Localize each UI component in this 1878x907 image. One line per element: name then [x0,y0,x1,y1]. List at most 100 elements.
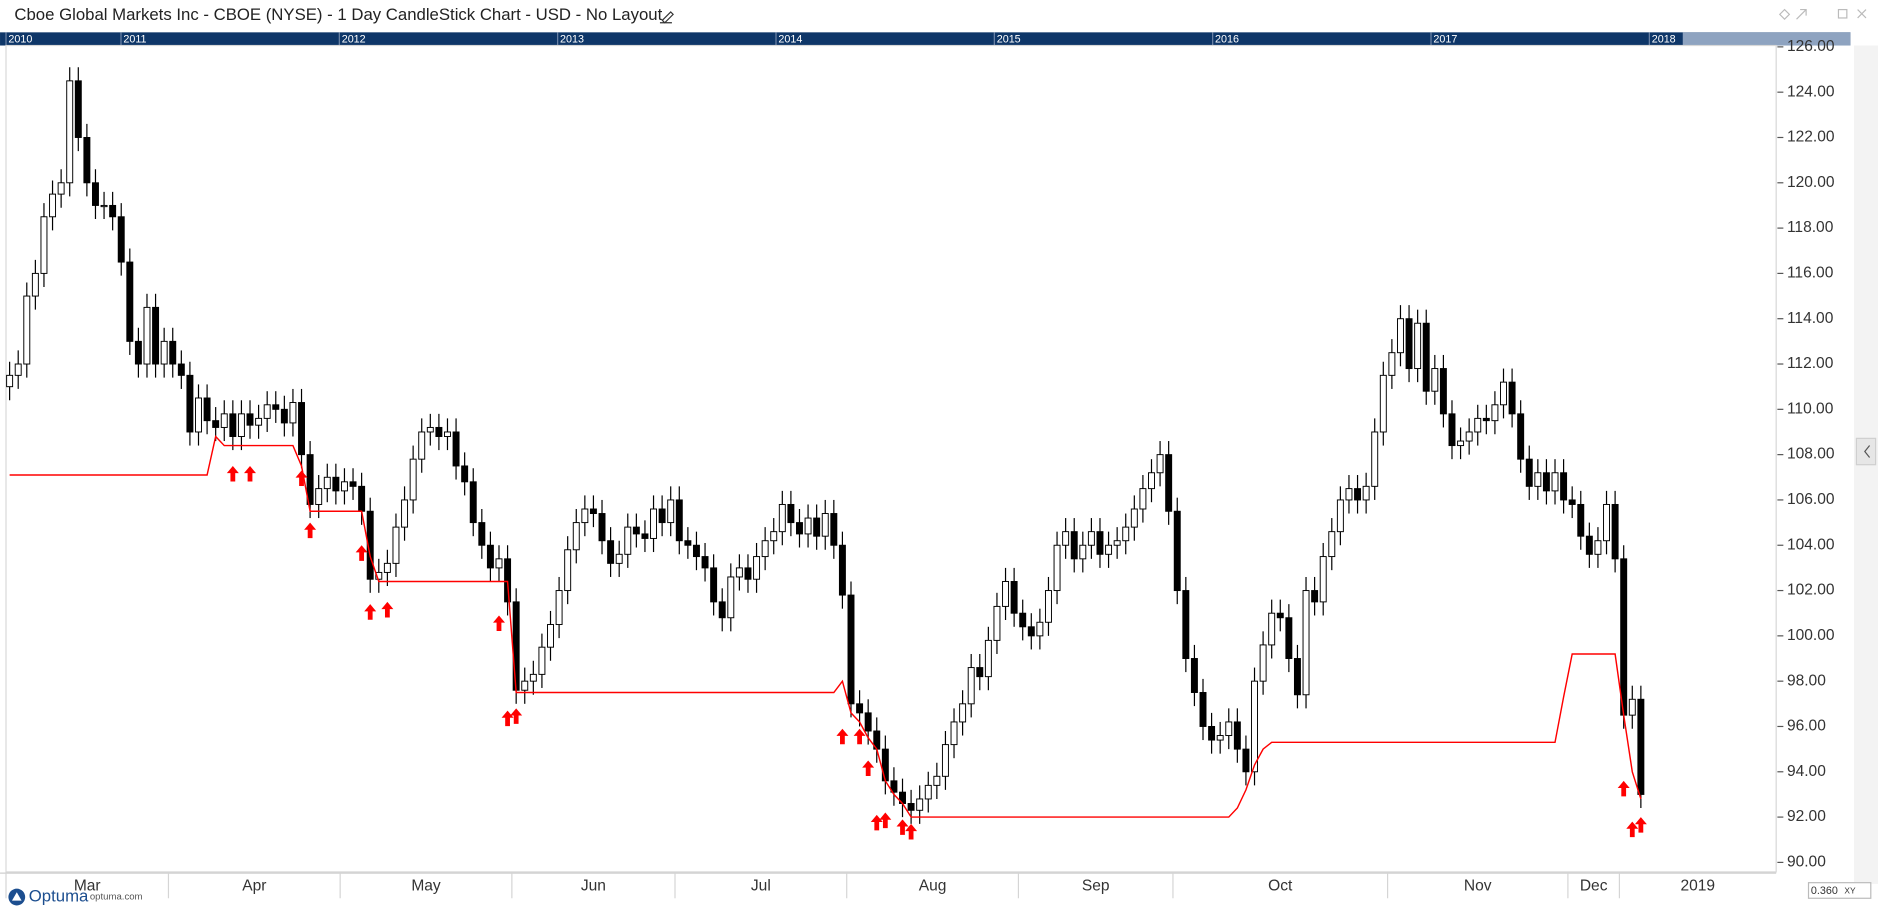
candle-body [31,272,39,297]
zoom-mode[interactable]: XY [1844,885,1856,895]
candle-body [426,426,434,433]
signal-arrow [905,823,918,840]
y-tick-label: 124.00 [1787,83,1835,100]
candle-body [1242,748,1250,773]
candle-body [1585,535,1593,555]
y-tick-label: 90.00 [1787,854,1826,871]
zoom-box[interactable] [1807,882,1872,899]
candle-body [109,204,117,218]
pin-icon[interactable] [1778,8,1791,21]
candle-body [521,680,529,691]
candle-body [1259,644,1267,682]
candle-body [538,646,546,675]
candle-body [753,556,761,580]
candle-body [186,374,194,433]
overview-window[interactable] [1682,32,1851,46]
candle-body [1285,617,1293,659]
candle-body [718,601,726,619]
candle-body [1044,590,1052,623]
candle-body [1620,558,1628,716]
x-tick-label: Jun [581,877,606,894]
candle-body [1362,485,1370,501]
overview-bar[interactable]: 2010201120122013201420152016201720182019 [0,32,1878,46]
detach-icon[interactable] [1796,8,1807,20]
plot [6,67,1647,840]
candle-body [744,567,752,580]
candle-body [143,306,151,365]
candle-body [710,567,718,603]
candle-body [1122,526,1130,542]
candle-body [735,567,743,578]
signal-arrow [364,604,377,620]
candle-body [160,340,168,365]
candle-body [1070,531,1078,560]
close-icon[interactable] [1857,9,1867,19]
candle-body [1474,417,1482,433]
candle-body [1216,735,1224,741]
candle-body [383,562,391,573]
candle-body [830,513,838,546]
candle-body [1199,692,1207,727]
candle-body [1345,488,1353,501]
candle-body [1551,472,1559,492]
y-tick-label: 114.00 [1787,310,1834,327]
candle-body [74,80,82,138]
candle-body [778,503,786,533]
candle-body [821,513,829,537]
candle-body [761,540,769,558]
signal-arrow [862,760,875,777]
signal-arrow [853,728,866,745]
side-panel-toggle[interactable] [1855,437,1877,466]
candle-body [881,748,889,782]
candle-body [1311,590,1319,603]
x-tick-label: Nov [1464,877,1492,894]
candle-body [1010,581,1018,614]
overview-year: 2012 [342,33,366,45]
candle-body [692,544,700,558]
signal-arrow [244,465,256,482]
y-tick-label: 118.00 [1787,219,1834,236]
candle-body [804,517,812,535]
candle-body [315,488,323,505]
candle-body [1328,531,1336,558]
candle-body [529,673,537,682]
signal-arrow [493,615,505,632]
edit-icon[interactable] [659,11,674,24]
x-axis: Mar Apr May Jun Jul Aug Sep Oct Nov Dec 2019 [5,873,1715,899]
y-axis: 90.00 92.00 94.00 96.00 98.00 100.00 102.00 104… [1777,38,1835,871]
candle-body [813,517,821,537]
x-tick-label: Oct [1268,877,1293,894]
x-tick-label: Sep [1082,877,1110,894]
y-tick-label: 120.00 [1787,174,1835,191]
candle-body [280,408,288,424]
window-icons [1778,8,1867,21]
restore-icon[interactable] [1837,8,1848,19]
y-tick-label: 112.00 [1787,355,1834,372]
candle-body [1173,510,1181,592]
candle-body [461,465,469,483]
candle-body [1182,590,1190,659]
candle-body [229,413,237,437]
candle-body [1611,503,1619,560]
candle-body [1276,612,1284,619]
candle-body [1628,698,1636,716]
candle-body [289,402,297,424]
candle-body [40,216,48,274]
candle-body [1482,417,1490,422]
signal-arrow [295,470,308,487]
signal-arrow [870,814,883,831]
signal-arrow [1617,780,1630,797]
candle-body [667,499,675,524]
y-tick-label: 106.00 [1787,491,1835,508]
y-tick-label: 92.00 [1787,808,1826,825]
candle-body [203,397,211,422]
candle-body [1594,540,1602,555]
candle-body [212,420,220,428]
signal-arrow [836,728,849,745]
signal-arrow [1626,821,1639,838]
candle-body [358,485,366,512]
signal-arrow [1634,817,1647,833]
candle-body [959,703,967,723]
y-tick-label: 102.00 [1787,582,1835,599]
candle-body [100,204,108,208]
